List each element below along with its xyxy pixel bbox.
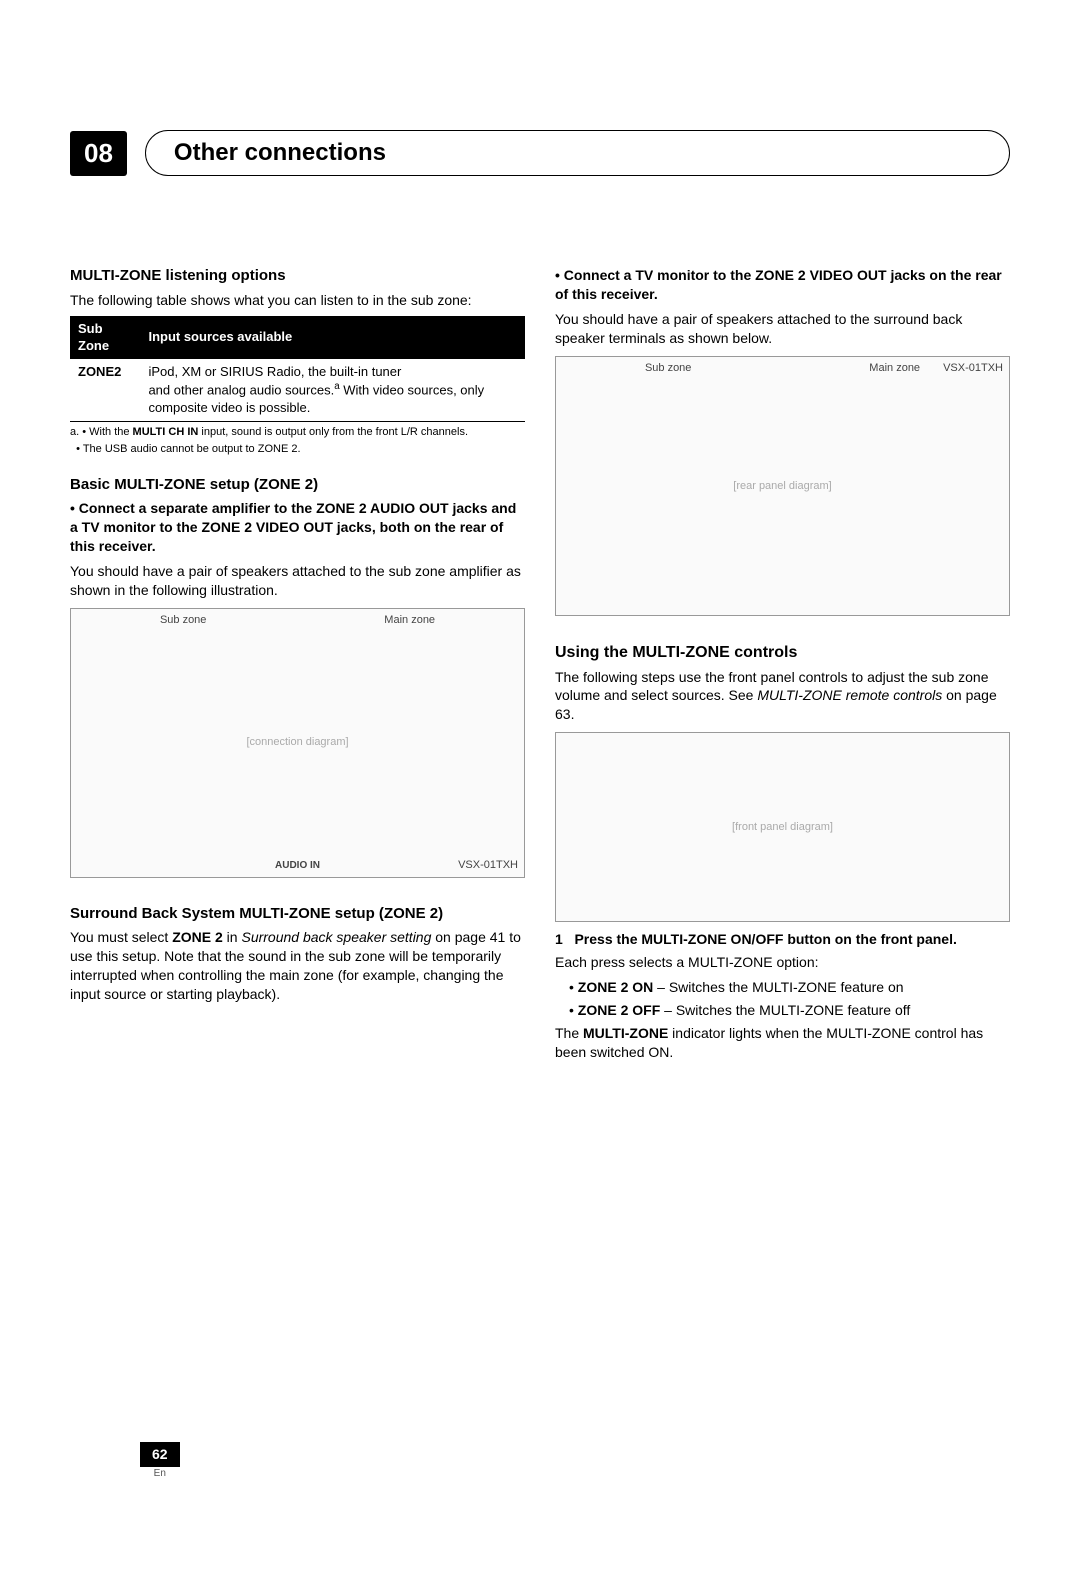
cell-zone: ZONE2 (70, 359, 140, 421)
opt-zone2-on: ZONE 2 ON – Switches the MULTI-ZONE feat… (569, 978, 1010, 997)
chapter-number: 08 (70, 131, 127, 176)
basic-setup-text: You should have a pair of speakers attac… (70, 562, 525, 600)
footnote-a: a. • With the MULTI CH IN input, sound i… (70, 426, 525, 440)
diagram-basic-setup: Sub zone Main zone [connection diagram] … (70, 608, 525, 878)
zone-table: Sub Zone Input sources available ZONE2 i… (70, 316, 525, 422)
right-column: Connect a TV monitor to the ZONE 2 VIDEO… (555, 266, 1010, 1067)
footnote-b: • The USB audio cannot be output to ZONE… (70, 443, 525, 457)
bullet-connect-amp: Connect a separate amplifier to the ZONE… (70, 499, 525, 556)
page-footer: 62 En (140, 1442, 180, 1480)
mz-controls-intro: The following steps use the front panel … (555, 668, 1010, 725)
mz-indicator-text: The MULTI-ZONE indicator lights when the… (555, 1024, 1010, 1062)
table-row: ZONE2 iPod, XM or SIRIUS Radio, the buil… (70, 359, 525, 421)
heading-mz-controls: Using the MULTI-ZONE controls (555, 642, 1010, 664)
diagram-front-panel: [front panel diagram] (555, 732, 1010, 922)
options-list: ZONE 2 ON – Switches the MULTI-ZONE feat… (555, 978, 1010, 1020)
cell-sources: iPod, XM or SIRIUS Radio, the built-in t… (140, 359, 525, 421)
heading-basic-setup: Basic MULTI-ZONE setup (ZONE 2) (70, 475, 525, 495)
step-1-desc: Each press selects a MULTI-ZONE option: (555, 953, 1010, 972)
bullet-connect-tv: Connect a TV monitor to the ZONE 2 VIDEO… (555, 266, 1010, 304)
intro-text: The following table shows what you can l… (70, 291, 525, 310)
left-column: MULTI-ZONE listening options The followi… (70, 266, 525, 1067)
heading-surround-setup: Surround Back System MULTI-ZONE setup (Z… (70, 904, 525, 924)
chapter-header: 08 Other connections (70, 130, 1010, 176)
opt-zone2-off: ZONE 2 OFF – Switches the MULTI-ZONE fea… (569, 1001, 1010, 1020)
step-1: 1 Press the MULTI-ZONE ON/OFF button on … (555, 930, 1010, 949)
surround-speaker-text: You should have a pair of speakers attac… (555, 310, 1010, 348)
th-sources: Input sources available (140, 316, 525, 359)
th-subzone: Sub Zone (70, 316, 140, 359)
surround-setup-text: You must select ZONE 2 in Surround back … (70, 928, 525, 1004)
steps-list: 1 Press the MULTI-ZONE ON/OFF button on … (555, 930, 1010, 949)
chapter-title: Other connections (145, 130, 1010, 176)
page-lang: En (140, 1467, 180, 1481)
diagram-surround-setup: Sub zone Main zone [rear panel diagram] … (555, 356, 1010, 616)
page-number: 62 (140, 1442, 180, 1467)
heading-listening-options: MULTI-ZONE listening options (70, 266, 525, 286)
